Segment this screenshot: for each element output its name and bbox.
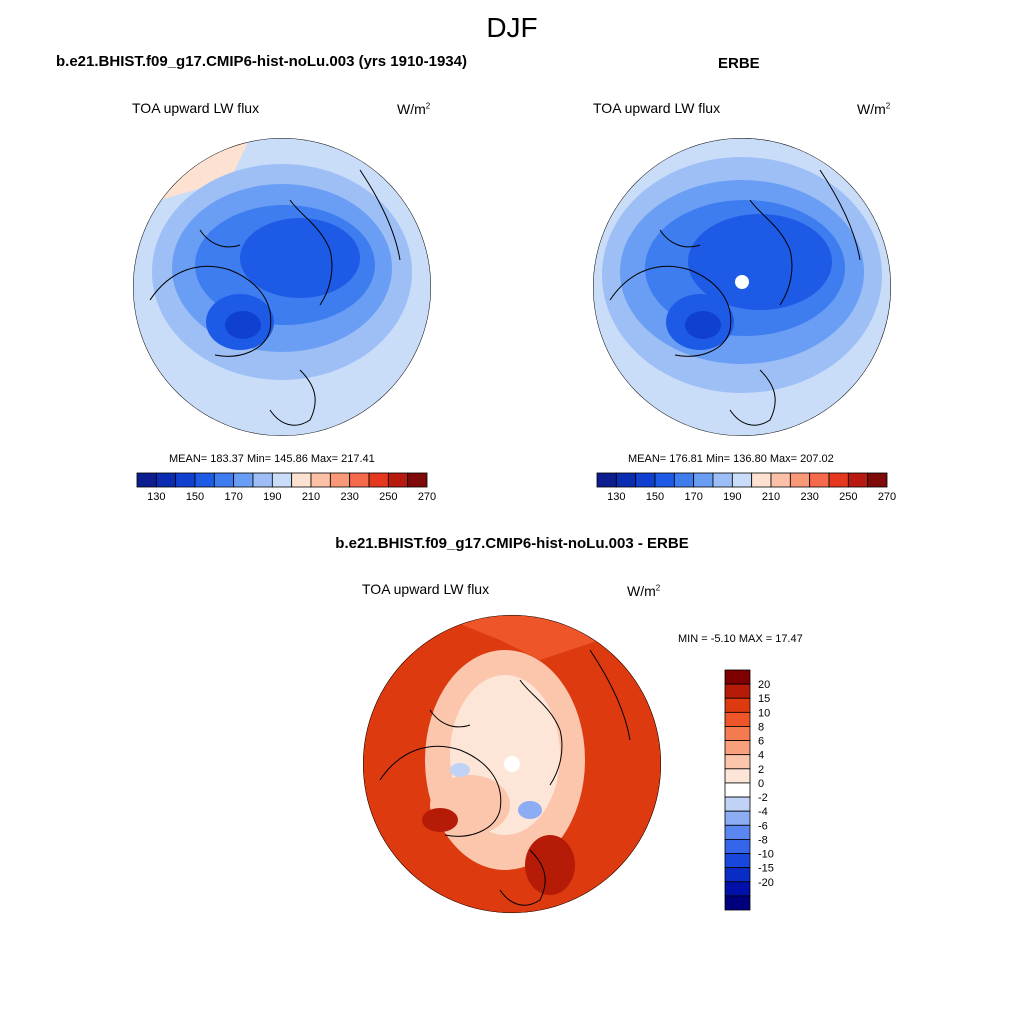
difference-colorbar-tick-label: -8 [758,834,768,846]
difference-colorbar-swatch [724,768,751,784]
difference-colorbar-tick-label: -2 [758,792,768,804]
right-colorbar-swatch [615,472,637,488]
right-colorbar-swatch [635,472,656,488]
right-colorbar-tick-label: 250 [839,491,857,503]
right-colorbar-swatch [693,472,714,488]
difference-colorbar-swatch [724,697,751,713]
difference-colorbar-tick-label: 0 [758,778,764,790]
right-colorbar-tick-label: 210 [762,491,780,503]
difference-colorbar-swatch [724,810,751,826]
left-units: W/m2 [397,101,431,117]
left-colorbar-swatch [271,472,293,488]
right-colorbar-swatch [596,472,617,488]
difference-colorbar-tick-label: -10 [758,849,774,861]
difference-colorbar-tick-label: 2 [758,764,764,776]
difference-colorbar-swatch [724,711,751,727]
right-colorbar-swatch [770,472,791,488]
right-variable-label: TOA upward LW flux [593,100,721,116]
left-colorbar-tick-label: 270 [418,491,436,503]
left-stats: MEAN= 183.37 Min= 145.86 Max= 217.41 [169,453,375,465]
difference-units: W/m2 [627,583,661,599]
difference-colorbar-tick-label: 4 [758,750,764,762]
left-colorbar-tick-label: 250 [379,491,397,503]
difference-colorbar-tick-label: -6 [758,820,768,832]
right-colorbar-tick-label: 150 [646,491,664,503]
left-colorbar-swatch [368,472,389,488]
difference-colorbar-tick-label: 8 [758,721,764,733]
difference-colorbar-swatch [724,853,751,869]
difference-stats: MIN = -5.10 MAX = 17.47 [678,633,803,645]
right-colorbar-swatch [751,472,772,488]
left-colorbar-swatch [175,472,196,488]
right-colorbar-tick-label: 190 [723,491,741,503]
right-colorbar-tick-label: 270 [878,491,896,503]
right-colorbar-swatch [654,472,675,488]
right-colorbar-swatch [712,472,733,488]
difference-colorbar-swatch [724,754,751,770]
difference-colorbar-tick-label: 20 [758,679,770,691]
right-polar-map [593,138,891,436]
difference-colorbar-swatch [724,782,751,798]
difference-colorbar-swatch [724,796,751,812]
difference-colorbar-swatch [724,740,751,756]
right-colorbar-tick-label: 130 [607,491,625,503]
left-colorbar-swatch [349,472,370,488]
right-stats: MEAN= 176.81 Min= 136.80 Max= 207.02 [628,453,834,465]
difference-colorbar-tick-label: 6 [758,736,764,748]
right-colorbar-swatch [809,472,830,488]
difference-panel-title: b.e21.BHIST.f09_g17.CMIP6-hist-noLu.003 … [335,535,689,552]
left-colorbar-swatch [310,472,331,488]
difference-colorbar-tick-label: -4 [758,806,768,818]
left-colorbar-swatch [387,472,409,488]
right-colorbar-swatch [789,472,811,488]
difference-colorbar-tick-label: 10 [758,707,770,719]
difference-polar-map [363,615,661,913]
left-colorbar-tick-label: 130 [147,491,165,503]
left-variable-label: TOA upward LW flux [132,100,260,116]
difference-colorbar-swatch [724,726,751,741]
right-units: W/m2 [857,101,891,117]
right-panel-title: ERBE [718,55,760,72]
left-colorbar-swatch [213,472,235,488]
left-colorbar-swatch [136,472,157,488]
difference-colorbar-swatch [724,839,751,854]
difference-colorbar-swatch [724,824,751,840]
difference-colorbar-swatch [724,683,751,699]
right-colorbar: 130 150 170 190 210 230 250 270 [596,472,896,503]
difference-colorbar-swatch [724,881,751,897]
left-colorbar-swatch [155,472,177,488]
right-colorbar-tick-label: 230 [800,491,818,503]
difference-variable-label: TOA upward LW flux [362,581,490,597]
difference-colorbar-tick-label: 15 [758,693,770,705]
right-colorbar-swatch [731,472,753,488]
left-colorbar-swatch [407,472,428,488]
right-colorbar-swatch [867,472,888,488]
difference-colorbar-swatch [724,669,751,685]
right-colorbar-swatch [673,472,695,488]
right-colorbar-swatch [847,472,869,488]
left-colorbar-swatch [252,472,273,488]
left-colorbar-swatch [291,472,312,488]
left-colorbar-tick-label: 150 [186,491,204,503]
difference-colorbar-tick-label: -20 [758,877,774,889]
left-colorbar-swatch [233,472,254,488]
season-title: DJF [486,12,538,43]
difference-colorbar-tick-label: -15 [758,863,774,875]
left-polar-map [133,138,431,436]
difference-colorbar-swatch [724,895,751,911]
left-colorbar-swatch [194,472,215,488]
left-colorbar: 130 150 170 190 210 230 250 270 [136,472,436,503]
right-colorbar-swatch [828,472,849,488]
left-colorbar-tick-label: 230 [340,491,358,503]
difference-colorbar-swatch [724,867,751,883]
left-colorbar-tick-label: 210 [302,491,320,503]
left-panel-title: b.e21.BHIST.f09_g17.CMIP6-hist-noLu.003 … [56,53,467,70]
right-colorbar-tick-label: 170 [684,491,702,503]
left-colorbar-tick-label: 190 [263,491,281,503]
left-colorbar-tick-label: 170 [224,491,242,503]
left-colorbar-swatch [329,472,351,488]
